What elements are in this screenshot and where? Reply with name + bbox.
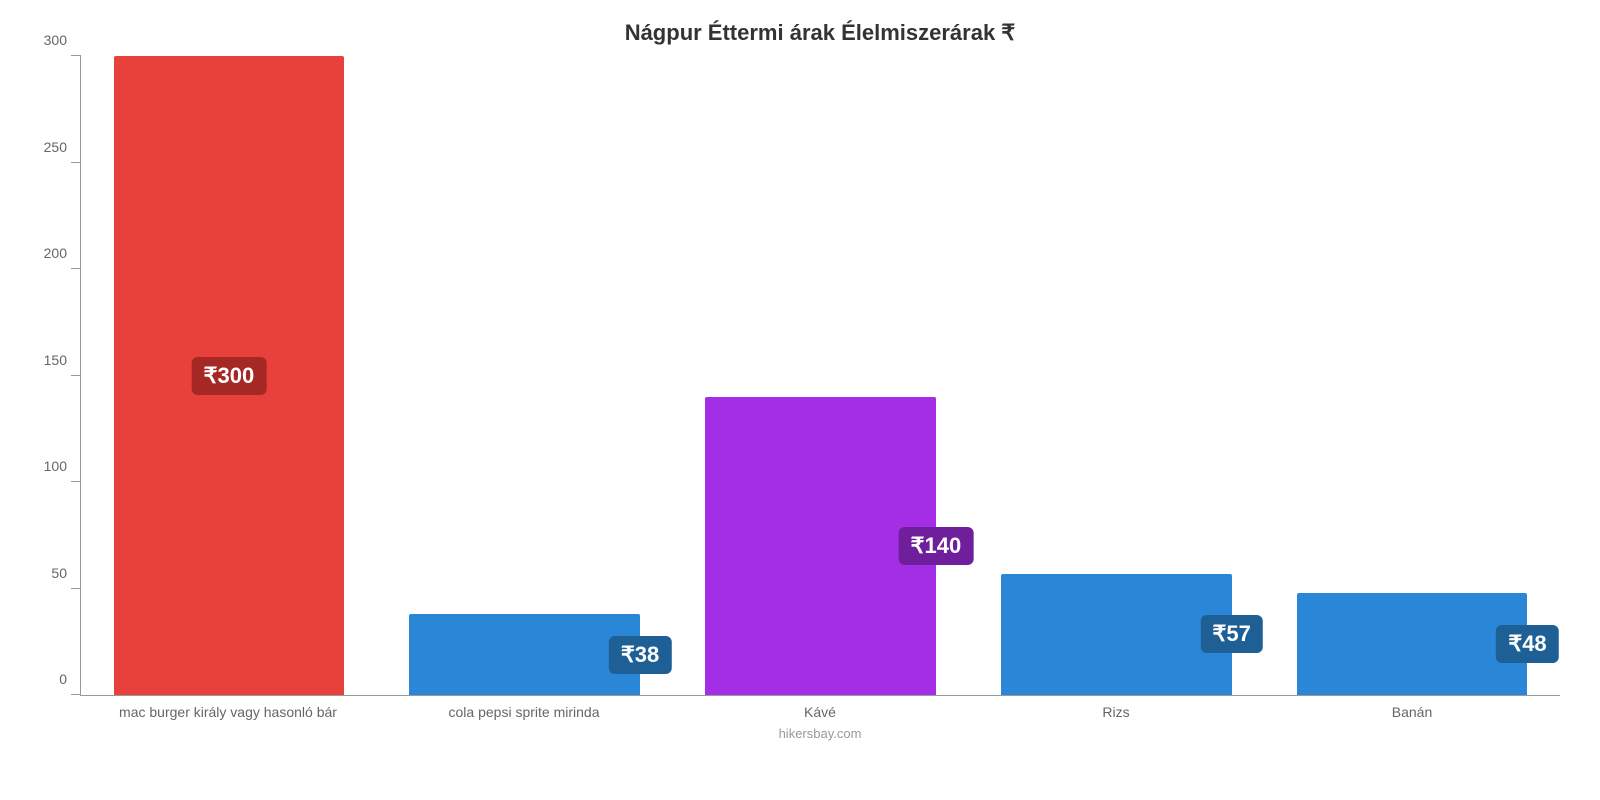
value-badge: ₹38 xyxy=(609,636,671,674)
y-tick-label: 300 xyxy=(44,32,67,48)
value-badge: ₹140 xyxy=(898,527,973,565)
y-tick xyxy=(71,694,81,695)
bar-slot: ₹57 xyxy=(968,56,1264,695)
y-tick xyxy=(71,162,81,163)
y-tick-label: 250 xyxy=(44,139,67,155)
bar-slot: ₹300 xyxy=(81,56,377,695)
plot-area: ₹300₹38₹140₹57₹48 050100150200250300 xyxy=(80,56,1560,696)
x-tick-label: cola pepsi sprite mirinda xyxy=(376,704,672,720)
bar-slot: ₹38 xyxy=(377,56,673,695)
x-tick-label: mac burger király vagy hasonló bár xyxy=(80,704,376,720)
bar: ₹57 xyxy=(1001,574,1232,695)
bar: ₹48 xyxy=(1297,593,1528,695)
chart-title: Nágpur Éttermi árak Élelmiszerárak ₹ xyxy=(80,20,1560,46)
y-tick xyxy=(71,481,81,482)
bars-row: ₹300 ₹38 ₹140 ₹57 ₹48 xyxy=(81,56,1560,695)
chart-footer: hikersbay.com xyxy=(80,726,1560,741)
y-tick-label: 200 xyxy=(44,245,67,261)
x-tick-label: Rizs xyxy=(968,704,1264,720)
value-badge: ₹57 xyxy=(1200,615,1262,653)
bar: ₹300 xyxy=(114,56,345,695)
y-tick xyxy=(71,55,81,56)
y-tick xyxy=(71,375,81,376)
x-tick-label: Kávé xyxy=(672,704,968,720)
y-tick-label: 50 xyxy=(51,565,67,581)
y-tick-label: 0 xyxy=(59,671,67,687)
y-tick xyxy=(71,588,81,589)
bar-slot: ₹140 xyxy=(673,56,969,695)
y-tick-label: 150 xyxy=(44,352,67,368)
bar: ₹38 xyxy=(409,614,640,695)
y-tick-label: 100 xyxy=(44,458,67,474)
x-tick-label: Banán xyxy=(1264,704,1560,720)
x-axis-labels: mac burger király vagy hasonló bárcola p… xyxy=(80,704,1560,720)
bar-slot: ₹48 xyxy=(1264,56,1560,695)
value-badge: ₹300 xyxy=(192,357,267,395)
value-badge: ₹48 xyxy=(1496,625,1558,663)
y-tick xyxy=(71,268,81,269)
bar: ₹140 xyxy=(705,397,936,695)
price-chart: Nágpur Éttermi árak Élelmiszerárak ₹ ₹30… xyxy=(0,0,1600,800)
